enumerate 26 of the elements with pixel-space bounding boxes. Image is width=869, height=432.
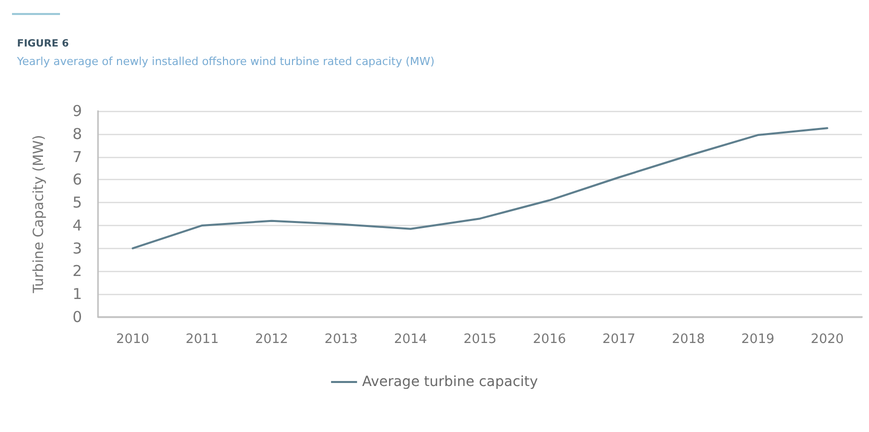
y-tick-label: 5	[72, 194, 82, 212]
x-tick-label: 2013	[324, 332, 358, 347]
y-axis-title: Turbine Capacity (MW)	[31, 134, 47, 294]
y-tick-label: 1	[72, 285, 82, 304]
x-tick-label: 2010	[116, 332, 150, 347]
x-tick-label: 2017	[602, 332, 636, 347]
y-tick-label: 3	[72, 239, 82, 258]
x-tick-label: 2014	[394, 332, 428, 347]
y-tick-label: 7	[72, 148, 82, 166]
line-series	[132, 127, 828, 250]
y-tick-label: 8	[72, 124, 82, 143]
chart-title: FIGURE 6	[17, 38, 69, 50]
chart-subtitle: Yearly average of newly installed offshore wind turbine rated capacity (MW)	[16, 55, 435, 68]
x-tick-label: 2015	[463, 332, 497, 347]
x-tick-label: 2019	[741, 332, 774, 347]
x-tick-label: 2012	[255, 332, 288, 347]
x-tick-label: 2011	[186, 332, 219, 347]
x-tick-label: 2016	[532, 332, 566, 347]
legend-label: Average turbine capacity	[362, 374, 538, 390]
y-tick-label: 0	[72, 308, 82, 326]
x-tick-label: 2020	[810, 332, 844, 347]
y-tick-label: 4	[72, 216, 82, 234]
y-tick-label: 6	[72, 170, 82, 189]
x-tick-label: 2018	[672, 332, 705, 347]
y-tick-label: 2	[72, 262, 82, 280]
y-tick-label: 9	[72, 102, 82, 120]
